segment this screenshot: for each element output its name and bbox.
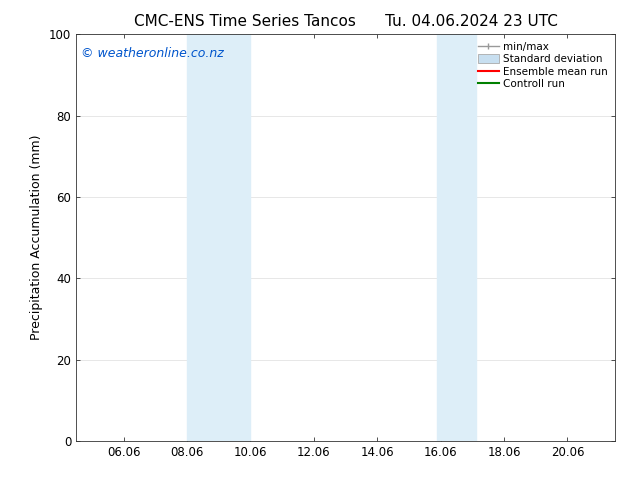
Y-axis label: Precipitation Accumulation (mm): Precipitation Accumulation (mm): [30, 135, 43, 341]
Bar: [187, 34, 250, 441]
Bar: [437, 34, 476, 441]
Legend: min/max, Standard deviation, Ensemble mean run, Controll run: min/max, Standard deviation, Ensemble me…: [476, 40, 610, 92]
Title: CMC-ENS Time Series Tancos      Tu. 04.06.2024 23 UTC: CMC-ENS Time Series Tancos Tu. 04.06.202…: [134, 14, 557, 29]
Text: © weatheronline.co.nz: © weatheronline.co.nz: [81, 47, 224, 59]
